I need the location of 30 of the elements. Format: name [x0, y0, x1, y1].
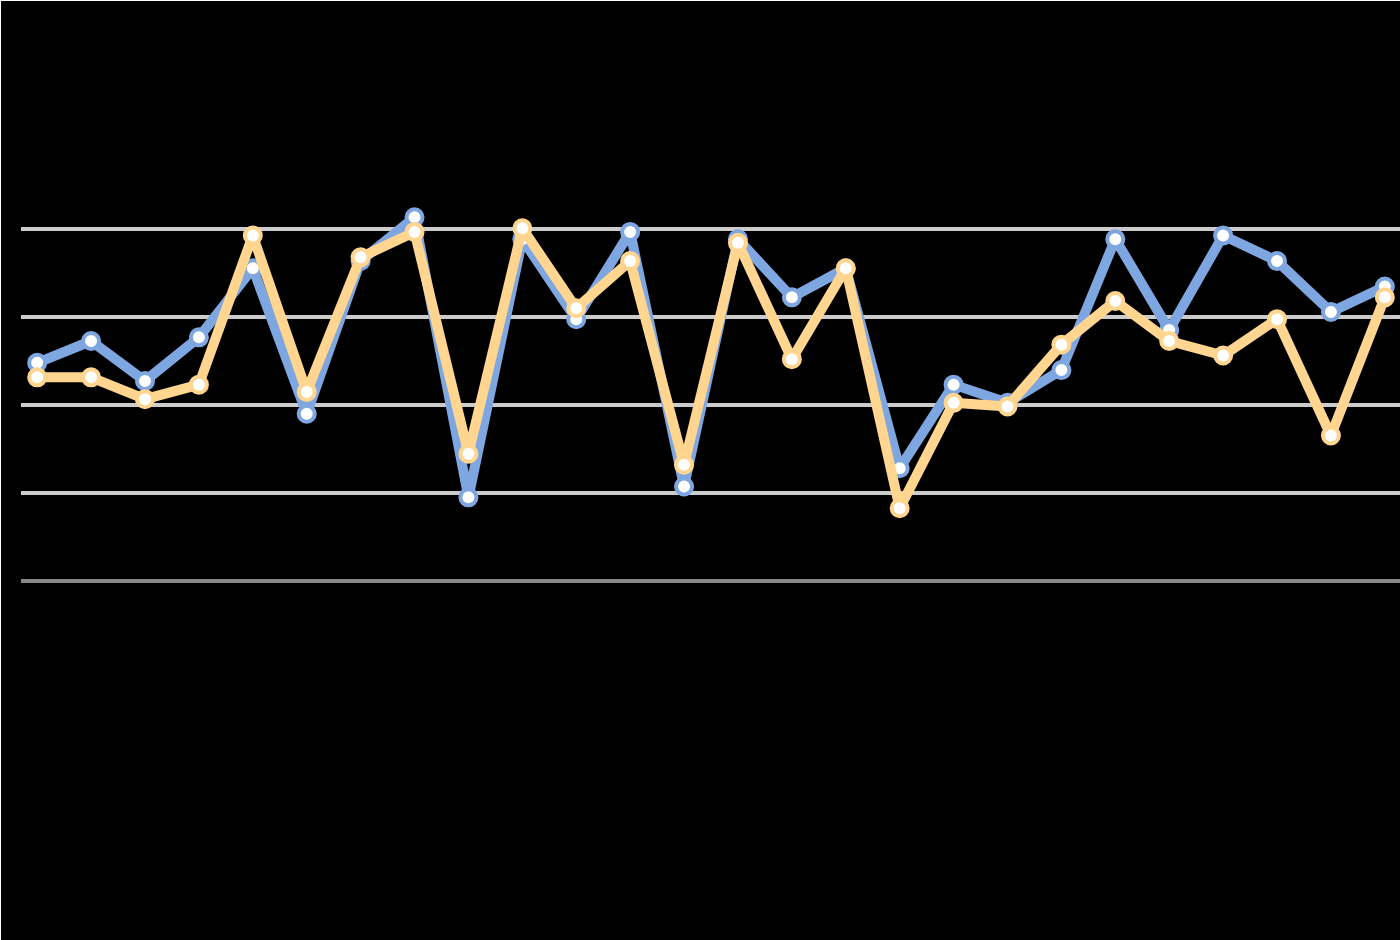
point: [27, 367, 48, 388]
point: [620, 251, 641, 271]
point: [188, 327, 209, 348]
point: [81, 331, 102, 351]
point: [1051, 360, 1072, 381]
point: [512, 218, 533, 239]
point: [1213, 345, 1234, 366]
point: [943, 374, 964, 395]
point: [674, 476, 695, 497]
point: [1159, 331, 1180, 351]
point: [1051, 334, 1072, 355]
point: [134, 389, 155, 410]
point: [81, 367, 102, 388]
point: [620, 221, 641, 242]
point: [458, 443, 479, 464]
point: [1267, 251, 1288, 271]
point: [1374, 287, 1395, 308]
point: [781, 287, 802, 308]
point: [1105, 291, 1126, 311]
point: [458, 487, 479, 508]
point: [1320, 301, 1341, 322]
point: [943, 392, 964, 413]
point: [566, 298, 587, 319]
point: [134, 371, 155, 391]
point: [889, 498, 910, 519]
point: [674, 454, 695, 475]
point: [1267, 309, 1288, 330]
point: [404, 221, 425, 242]
point: [188, 374, 209, 395]
point: [1213, 225, 1234, 246]
